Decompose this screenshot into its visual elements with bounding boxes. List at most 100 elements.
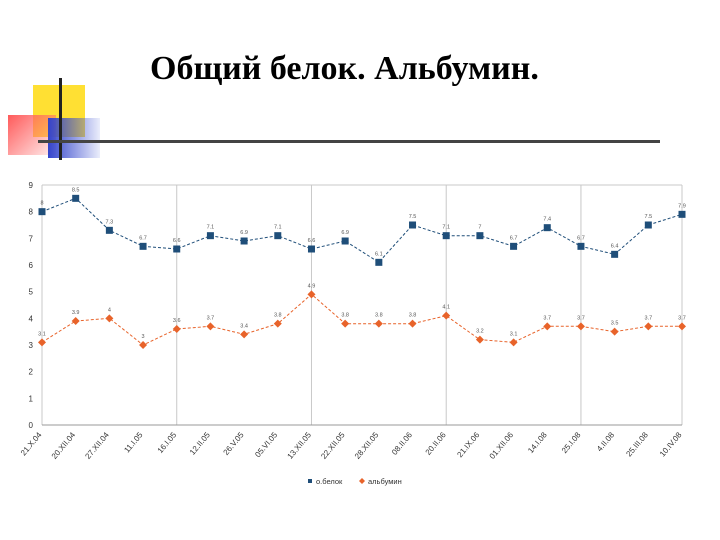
series-line-protein	[41, 197, 683, 263]
data-label: 3	[142, 334, 145, 340]
data-label: 6.7	[139, 235, 147, 241]
x-tick-label: 12.II.05	[188, 430, 212, 457]
y-tick-label: 8	[29, 208, 34, 217]
data-label: 3.8	[375, 313, 383, 319]
x-tick-label: 25.III.08	[624, 430, 650, 458]
data-label: 8	[40, 201, 43, 207]
x-tick-label: 4.II.08	[595, 430, 617, 453]
legend-entry: о.белок	[316, 477, 343, 486]
data-point-albumin	[172, 325, 181, 333]
x-tick-label: 26.V.05	[221, 430, 246, 457]
data-point-protein	[442, 232, 450, 240]
legend-marker-albumin	[359, 478, 365, 484]
data-label: 7.4	[543, 217, 551, 223]
data-label: 3.1	[510, 331, 518, 337]
data-point-protein	[38, 208, 46, 216]
data-point-albumin	[273, 319, 282, 328]
x-tick-label: 20.XII.04	[50, 430, 78, 461]
data-label: 7.3	[106, 219, 114, 225]
data-point-protein	[476, 232, 484, 240]
x-tick-label: 14.I.08	[526, 430, 549, 455]
data-point-protein	[139, 242, 147, 250]
x-tick-label: 10.IV.08	[658, 430, 684, 458]
data-label: 7.5	[644, 214, 652, 220]
data-label: 3.1	[38, 331, 46, 337]
data-label: 6.4	[611, 243, 619, 249]
data-point-protein	[240, 237, 248, 245]
data-point-albumin	[206, 322, 215, 331]
x-tick-label: 11.I.05	[122, 430, 145, 454]
data-point-albumin	[610, 327, 619, 336]
data-label: 7.1	[207, 225, 215, 231]
data-label: 3.8	[341, 313, 349, 319]
data-point-protein	[543, 224, 551, 232]
data-point-protein	[375, 258, 383, 266]
data-label: 3.2	[476, 329, 484, 335]
data-point-albumin	[509, 338, 518, 347]
y-tick-label: 1	[29, 394, 34, 403]
data-point-albumin	[240, 330, 249, 339]
data-point-protein	[341, 237, 349, 245]
data-label: 3.7	[577, 315, 585, 321]
deco-blue-square	[48, 118, 100, 158]
y-tick-label: 3	[29, 341, 34, 350]
x-tick-label: 05.VI.05	[253, 430, 279, 459]
data-label: 3.9	[72, 310, 80, 316]
data-label: 3.8	[409, 313, 417, 319]
x-tick-label: 16.I.05	[156, 430, 179, 455]
data-label: 6.1	[375, 251, 383, 257]
data-point-albumin	[475, 335, 484, 344]
data-point-albumin	[543, 322, 552, 331]
data-point-protein	[409, 221, 417, 229]
data-label: 7.1	[274, 225, 282, 231]
deco-vertical-line	[59, 78, 62, 160]
data-label: 4.9	[308, 283, 316, 289]
chart-series: 8 8.5 7.3 6.7 6.6 7.1 6.9 7.1 6.6 6.9 6.1 7.5 7.1 7 6.…	[38, 187, 686, 349]
data-point-protein	[510, 242, 518, 250]
data-label: 3.4	[240, 323, 248, 329]
x-tick-label: 08.II.06	[390, 430, 414, 457]
data-label: 6.7	[577, 235, 585, 241]
data-label: 7.1	[442, 225, 450, 231]
data-label: 3.6	[173, 318, 181, 324]
data-label: 3.7	[678, 315, 686, 321]
data-label: 3.7	[543, 315, 551, 321]
x-tick-label: 22.XII.05	[319, 430, 347, 461]
x-tick-label: 01.XII.06	[488, 430, 516, 461]
data-point-albumin	[341, 319, 350, 328]
data-point-protein	[577, 242, 585, 250]
data-label: 6.7	[510, 235, 518, 241]
data-point-albumin	[644, 322, 653, 331]
data-point-protein	[644, 221, 652, 229]
data-point-protein	[206, 232, 214, 240]
data-point-protein	[307, 245, 315, 253]
data-label: 7.9	[678, 203, 686, 209]
data-label: 3.7	[644, 315, 652, 321]
data-point-albumin	[105, 314, 114, 323]
data-label: 8.5	[72, 187, 80, 193]
y-tick-label: 5	[29, 288, 34, 297]
data-point-albumin	[678, 322, 686, 331]
data-point-protein	[611, 250, 619, 258]
data-point-albumin	[307, 290, 316, 299]
data-label: 6.6	[173, 238, 181, 244]
data-label: 4	[108, 307, 111, 313]
x-tick-label: 20.II.06	[424, 430, 448, 457]
legend-entry: альбумин	[368, 477, 402, 486]
data-point-albumin	[139, 341, 148, 349]
y-tick-label: 2	[29, 368, 34, 377]
data-point-albumin	[576, 322, 585, 331]
x-tick-label: 28.XII.05	[353, 430, 381, 461]
y-tick-label: 4	[29, 314, 34, 323]
deco-horizontal-line	[38, 140, 660, 143]
data-point-protein	[678, 210, 686, 218]
y-tick-label: 9	[29, 181, 34, 190]
chart-grid	[41, 184, 683, 425]
y-tick-label: 6	[29, 261, 34, 270]
y-tick-label: 0	[29, 421, 34, 430]
data-point-albumin	[408, 319, 417, 328]
data-point-protein	[105, 226, 113, 234]
x-tick-label: 21.X.04	[19, 430, 44, 457]
data-point-protein	[173, 245, 181, 253]
